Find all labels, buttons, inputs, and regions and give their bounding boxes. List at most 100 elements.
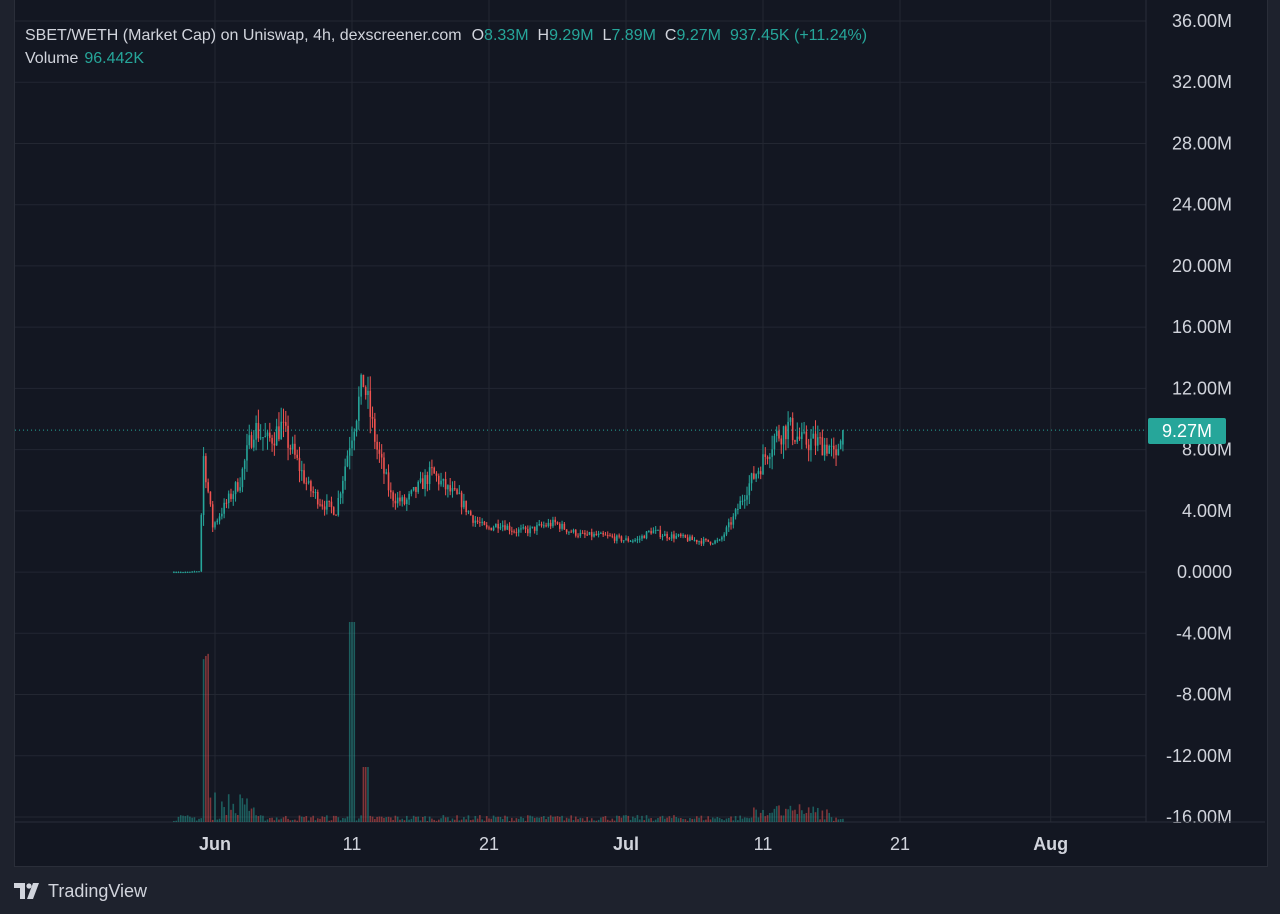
volume-bar [316, 818, 319, 822]
change-value: 937.45K (+11.24%) [729, 27, 868, 44]
volume-bar [819, 819, 821, 822]
candle-body [839, 440, 842, 449]
candle-body [264, 436, 267, 438]
y-tick-label: 36.00M [1172, 11, 1232, 31]
volume-bar [798, 804, 801, 822]
volume-bar [282, 817, 285, 822]
open-label: O [471, 27, 485, 44]
volume-bar [358, 818, 360, 822]
volume-bar [821, 810, 824, 822]
candle-body [298, 457, 301, 472]
candle-body [483, 521, 486, 525]
volume-bar [330, 820, 333, 822]
volume-bar [216, 819, 219, 822]
volume-bar [757, 817, 760, 822]
candle-body [214, 522, 216, 528]
volume-bar [378, 816, 381, 822]
y-tick-label: -12.00M [1166, 746, 1232, 766]
candle-body [734, 509, 737, 517]
volume-bar [284, 815, 287, 822]
volume-bar [376, 816, 378, 822]
candle-body [485, 524, 488, 528]
candle-body [524, 527, 527, 530]
volume-bar [714, 818, 716, 822]
volume-bar [451, 818, 454, 822]
volume-bar [755, 809, 757, 822]
candle-body [643, 535, 646, 539]
volume-bar [832, 820, 835, 822]
volume-bar [364, 767, 367, 822]
volume-bar [182, 815, 184, 822]
candle-body [711, 543, 714, 545]
volume-bar [547, 816, 550, 822]
volume-bar [225, 814, 228, 822]
volume-bar [734, 816, 737, 822]
volume-bar [227, 794, 230, 822]
candle-body [339, 493, 342, 498]
volume-bar [711, 817, 714, 822]
volume-bar [796, 814, 799, 822]
volume-bar [675, 817, 678, 822]
volume-bar [497, 816, 499, 822]
candle-body [497, 523, 499, 529]
candle-body [677, 534, 680, 536]
volume-bar [437, 819, 440, 822]
y-tick-label: -8.00M [1176, 685, 1232, 705]
candle-body [287, 425, 289, 448]
tradingview-brand[interactable]: TradingView [14, 880, 147, 902]
candle-body [437, 475, 440, 485]
volume-bar [682, 818, 684, 822]
candle-body [823, 444, 826, 456]
candle-body [273, 443, 276, 446]
volume-bar [778, 805, 780, 822]
volume-bar [629, 819, 632, 822]
volume-bar [693, 818, 696, 822]
candle-body [732, 516, 735, 525]
volume-bar [262, 815, 264, 822]
candle-body [424, 475, 426, 489]
high-value: 9.29M [549, 27, 594, 44]
candle-body [362, 374, 365, 388]
candle-body [570, 531, 572, 533]
volume-bar [198, 818, 200, 822]
volume-bar [794, 809, 796, 822]
candle-body [216, 520, 219, 523]
volume-bar [479, 815, 481, 822]
candle-body [271, 437, 273, 444]
candle-body [680, 534, 682, 537]
candle-body [284, 422, 287, 426]
volume-label[interactable]: Volume [25, 50, 79, 67]
volume-bar [721, 819, 723, 822]
candle-body [527, 529, 529, 534]
candle-body [522, 527, 525, 529]
candle-body [803, 431, 805, 433]
candle-body [627, 538, 630, 542]
symbol-title[interactable]: SBET/WETH (Market Cap) on Uniswap, 4h, d… [25, 27, 462, 44]
brand-name: TradingView [48, 880, 148, 901]
volume-bar [424, 816, 426, 822]
candle-body [444, 479, 447, 490]
chart-area[interactable] [14, 0, 1268, 867]
volume-bar [604, 815, 607, 822]
volume-bar [339, 820, 342, 822]
volume-bar [472, 819, 474, 822]
volume-bar [817, 807, 819, 822]
x-tick-label: 11 [754, 834, 773, 854]
volume-bar [209, 797, 212, 822]
candle-body [495, 523, 497, 528]
volume-bar [351, 622, 353, 822]
candle-body [641, 535, 643, 539]
volume-bar [707, 816, 709, 822]
volume-bar [659, 816, 662, 822]
volume-bar [691, 818, 694, 822]
volume-bar [522, 818, 525, 822]
volume-bar [218, 818, 221, 822]
candle-body [753, 473, 755, 479]
volume-legend: Volume 96.442K [25, 50, 144, 68]
volume-bar [271, 817, 273, 822]
volume-bar [702, 820, 705, 822]
volume-bar [294, 819, 296, 822]
candle-body [376, 441, 378, 450]
volume-bar [250, 808, 253, 822]
candle-body [837, 448, 840, 456]
